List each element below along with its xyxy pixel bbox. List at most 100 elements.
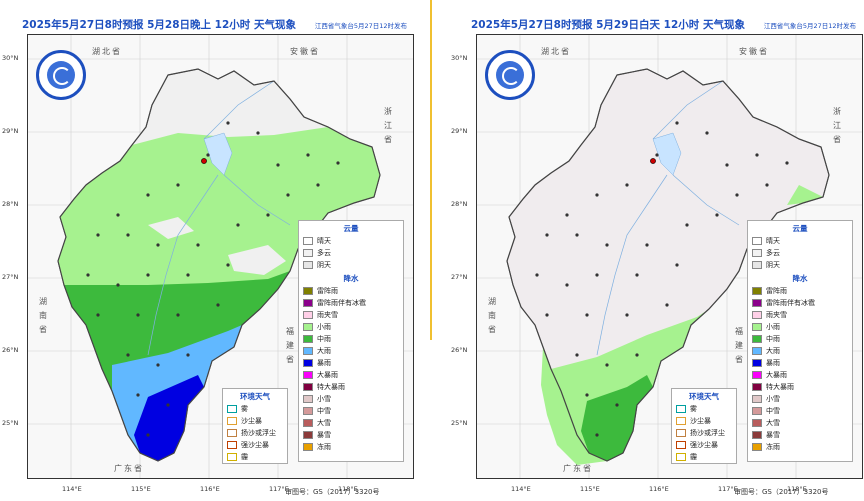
- lon-label: 118°E: [338, 485, 358, 493]
- province-label-zhejiang: 浙江省: [833, 107, 841, 144]
- legend-item: 中雪: [299, 405, 403, 417]
- legend-box: 云量 晴天 多云 阴天 降水 雷阵雨 雷阵雨伴有冰雹 雨夹雪 小雨 中雨 大雨 …: [747, 220, 853, 462]
- lat-label: 28°N: [451, 200, 468, 208]
- met-bureau-logo: [36, 50, 86, 100]
- lat-label: 29°N: [451, 127, 468, 135]
- legend-item: 晴天: [299, 235, 403, 247]
- lon-label: 117°E: [269, 485, 289, 493]
- legend-item: 大雨: [748, 345, 852, 357]
- legend-item: 强沙尘暴: [672, 439, 736, 451]
- legend-item: 强沙尘暴: [223, 439, 287, 451]
- legend-box: 云量 晴天 多云 阴天 降水 雷阵雨 雷阵雨伴有冰雹 雨夹雪 小雨 中雨 大雨 …: [298, 220, 404, 462]
- legend-item: 阴天: [299, 259, 403, 271]
- panel-divider: [430, 0, 432, 340]
- legend-item: 沙尘暴: [672, 415, 736, 427]
- legend-item: 暴雨: [748, 357, 852, 369]
- map-review-number: 审图号：GS（2017）3320号: [734, 488, 829, 496]
- legend-item: 特大暴雨: [299, 381, 403, 393]
- forecast-panel-right: 2025年5月27日8时预报 5月29日白天 12小时 天气现象 江西省气象台5…: [449, 0, 864, 501]
- legend-item: 特大暴雨: [748, 381, 852, 393]
- province-label-hubei: 湖北省: [541, 47, 571, 56]
- legend-item: 雨夹雪: [748, 309, 852, 321]
- province-label-anhui: 安徽省: [739, 47, 769, 56]
- map-review-number: 审图号：GS（2017）3320号: [285, 488, 380, 496]
- legend-item: 多云: [299, 247, 403, 259]
- lon-label: 115°E: [131, 485, 151, 493]
- legend-item: 小雨: [299, 321, 403, 333]
- legend-item: 暴雪: [748, 429, 852, 441]
- legend-item: 大暴雨: [748, 369, 852, 381]
- map-graphic: [477, 35, 862, 478]
- legend-item: 雷阵雨伴有冰雹: [299, 297, 403, 309]
- lon-label: 115°E: [580, 485, 600, 493]
- lon-label: 117°E: [718, 485, 738, 493]
- lat-label: 28°N: [2, 200, 19, 208]
- panel-title: 2025年5月27日8时预报 5月29日白天 12小时 天气现象: [471, 19, 745, 31]
- legend-item: 霾: [672, 451, 736, 463]
- lat-label: 26°N: [2, 346, 19, 354]
- legend-item: 雾: [223, 403, 287, 415]
- legend-env-title: 环境天气: [240, 392, 270, 401]
- province-label-guangdong: 广东省: [114, 464, 144, 473]
- env-legend-box: 环境天气 雾 沙尘暴 扬沙或浮尘 强沙尘暴 霾: [222, 388, 288, 464]
- legend-item: 阴天: [748, 259, 852, 271]
- province-label-hubei: 湖北省: [92, 47, 122, 56]
- lon-label: 114°E: [62, 485, 82, 493]
- lat-label: 30°N: [451, 54, 468, 62]
- province-label-fujian: 福建省: [286, 327, 294, 364]
- legend-item: 暴雪: [299, 429, 403, 441]
- lat-label: 27°N: [2, 273, 19, 281]
- legend-item: 中雨: [299, 333, 403, 345]
- lon-label: 118°E: [787, 485, 807, 493]
- env-legend-box: 环境天气 雾 沙尘暴 扬沙或浮尘 强沙尘暴 霾: [671, 388, 737, 464]
- issuer-label: 江西省气象台5月27日12时发布: [763, 22, 856, 30]
- lat-label: 30°N: [2, 54, 19, 62]
- legend-item: 大雪: [748, 417, 852, 429]
- province-label-hunan: 湖南省: [39, 297, 47, 334]
- legend-item: 雷阵雨伴有冰雹: [748, 297, 852, 309]
- lon-label: 116°E: [649, 485, 669, 493]
- issuer-label: 江西省气象台5月27日12时发布: [314, 22, 407, 30]
- legend-item: 大暴雨: [299, 369, 403, 381]
- province-label-zhejiang: 浙江省: [384, 107, 392, 144]
- legend-item: 沙尘暴: [223, 415, 287, 427]
- legend-precip-title: 降水: [343, 274, 359, 283]
- lon-label: 116°E: [200, 485, 220, 493]
- legend-item: 多云: [748, 247, 852, 259]
- legend-item: 中雨: [748, 333, 852, 345]
- legend-cloud-title: 云量: [343, 224, 359, 233]
- province-label-fujian: 福建省: [735, 327, 743, 364]
- legend-item: 扬沙或浮尘: [672, 427, 736, 439]
- legend-item: 小雪: [299, 393, 403, 405]
- lat-label: 26°N: [451, 346, 468, 354]
- legend-env-title: 环境天气: [689, 392, 719, 401]
- legend-item: 霾: [223, 451, 287, 463]
- met-bureau-logo: [485, 50, 535, 100]
- province-label-hunan: 湖南省: [488, 297, 496, 334]
- lon-label: 114°E: [511, 485, 531, 493]
- panel-title: 2025年5月27日8时预报 5月28日晚上 12小时 天气现象: [22, 19, 296, 31]
- legend-item: 小雨: [748, 321, 852, 333]
- province-label-guangdong: 广东省: [563, 464, 593, 473]
- legend-item: 冻雨: [748, 441, 852, 453]
- forecast-panel-left: 2025年5月27日8时预报 5月28日晚上 12小时 天气现象 江西省气象台5…: [0, 0, 415, 501]
- legend-item: 小雪: [748, 393, 852, 405]
- legend-item: 大雪: [299, 417, 403, 429]
- legend-item: 暴雨: [299, 357, 403, 369]
- legend-cloud-title: 云量: [792, 224, 808, 233]
- legend-item: 中雪: [748, 405, 852, 417]
- legend-item: 雾: [672, 403, 736, 415]
- legend-item: 冻雨: [299, 441, 403, 453]
- lat-label: 25°N: [2, 419, 19, 427]
- legend-item: 大雨: [299, 345, 403, 357]
- legend-item: 雷阵雨: [748, 285, 852, 297]
- lat-label: 25°N: [451, 419, 468, 427]
- legend-item: 雷阵雨: [299, 285, 403, 297]
- legend-item: 扬沙或浮尘: [223, 427, 287, 439]
- lat-label: 27°N: [451, 273, 468, 281]
- map-graphic: [28, 35, 413, 478]
- legend-item: 雨夹雪: [299, 309, 403, 321]
- legend-precip-title: 降水: [792, 274, 808, 283]
- legend-item: 晴天: [748, 235, 852, 247]
- lat-label: 29°N: [2, 127, 19, 135]
